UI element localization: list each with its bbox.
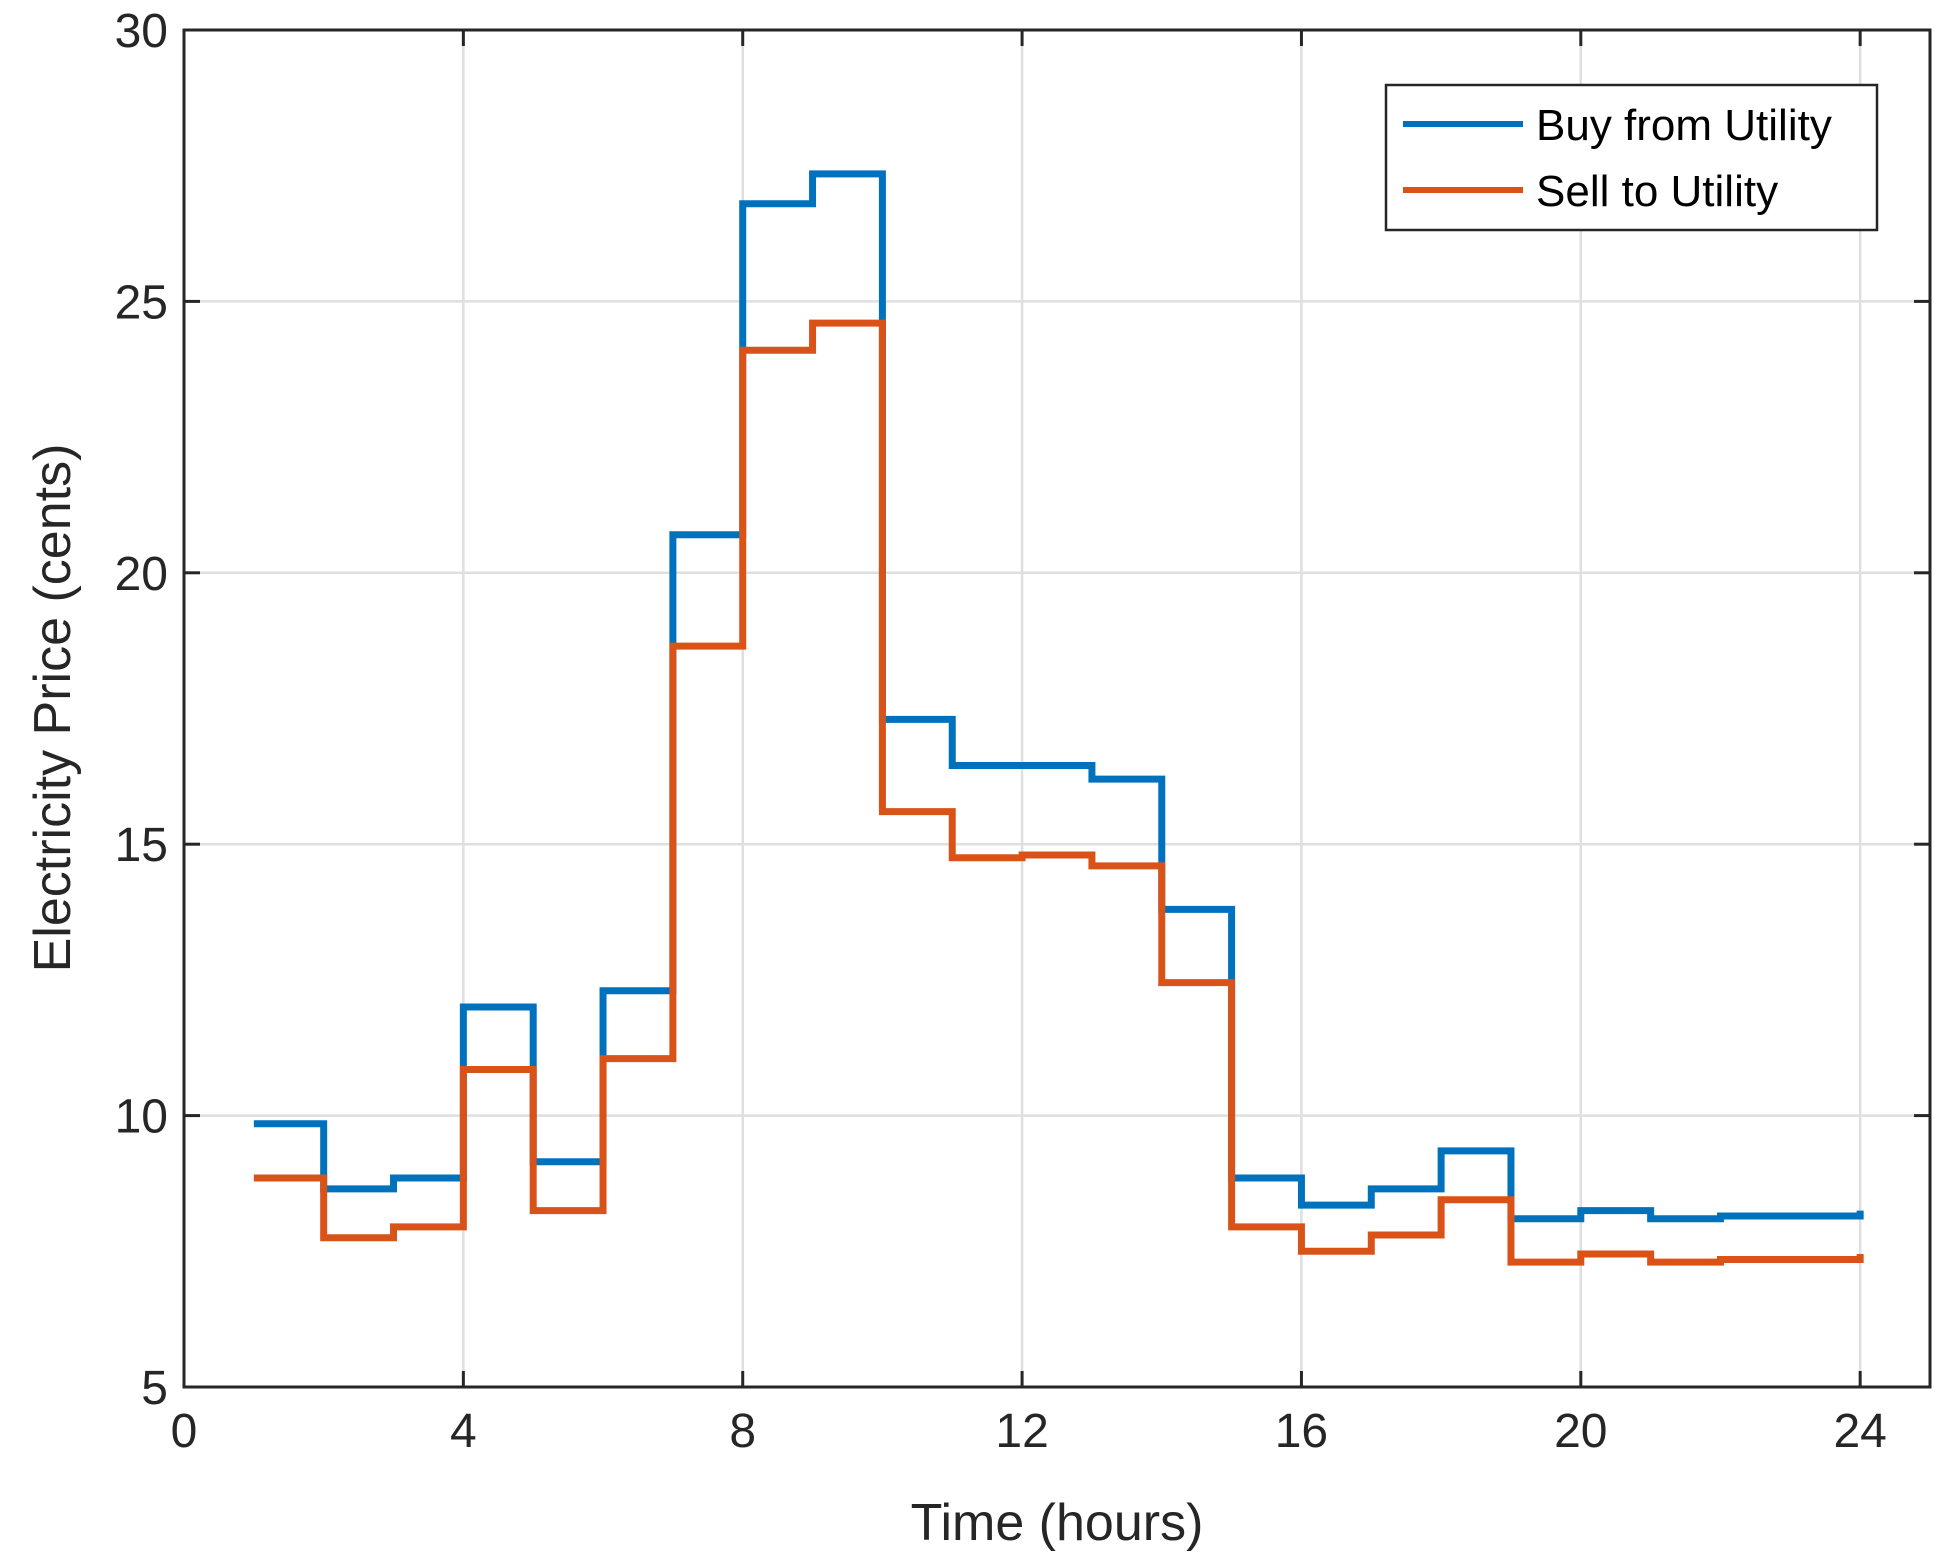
- series-line-buy: [253, 170, 1864, 1223]
- y-tick-label: 5: [141, 1362, 168, 1415]
- legend-box: [1384, 83, 1879, 232]
- x-tick-label: 8: [729, 1405, 756, 1458]
- x-tick-labels: 0 4 8 12 16 20 24: [171, 1405, 1887, 1458]
- plot-background: [184, 30, 1930, 1387]
- plot-frame: [182, 28, 1932, 1389]
- x-tick-label: 12: [995, 1405, 1048, 1458]
- y-tick-label: 20: [115, 548, 168, 601]
- tick-marks: [182, 28, 1930, 1389]
- series-group: [253, 170, 1864, 1266]
- x-tick-label: 16: [1275, 1405, 1328, 1458]
- x-tick-label: 0: [171, 1405, 198, 1458]
- y-axis-title: Electricity Price (cents): [24, 444, 82, 973]
- x-tick-label: 20: [1554, 1405, 1607, 1458]
- legend-label-buy: Buy from Utility: [1536, 101, 1832, 150]
- x-axis-title: Time (hours): [911, 1494, 1204, 1552]
- legend-label-sell: Sell to Utility: [1536, 167, 1778, 216]
- y-tick-label: 15: [115, 819, 168, 872]
- x-tick-label: 4: [450, 1405, 477, 1458]
- y-tick-label: 10: [115, 1091, 168, 1144]
- legend: Buy from Utility Sell to Utility: [1384, 83, 1879, 232]
- series-line-sell: [253, 319, 1864, 1266]
- y-tick-label: 30: [115, 5, 168, 58]
- y-tick-labels: 5 10 15 20 25 30: [115, 5, 168, 1415]
- y-tick-label: 25: [115, 276, 168, 329]
- x-tick-label: 24: [1833, 1405, 1886, 1458]
